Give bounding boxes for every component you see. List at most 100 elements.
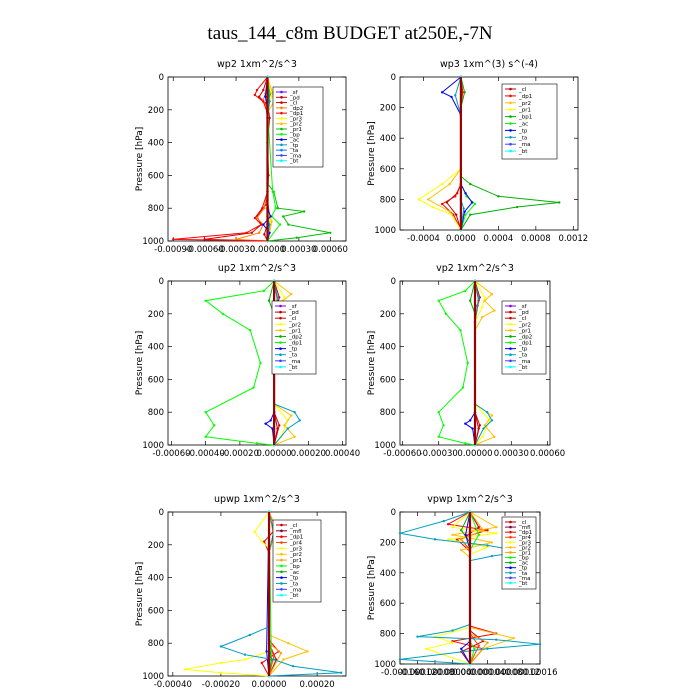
x-tick-label: 0.00016 (522, 668, 557, 678)
legend-label: _pr2 (289, 122, 302, 128)
data-point (437, 299, 440, 302)
data-point (464, 213, 467, 216)
chart-panel-1: wp2 1xm^2/s^3 Pressure [hPa] 0 200 400 600 800… (135, 59, 348, 255)
data-point (490, 541, 494, 544)
legend-marker (509, 136, 512, 139)
data-point (450, 95, 453, 99)
y-tick-label: 800 (380, 630, 396, 640)
legend-marker (279, 329, 282, 332)
y-tick-label: 400 (148, 139, 164, 149)
data-point (286, 427, 290, 430)
plot-frame (399, 76, 579, 231)
y-axis-label: Pressure [hPa] (135, 562, 145, 627)
data-point (279, 651, 283, 655)
data-point (486, 529, 489, 532)
series-line-dp1 (437, 280, 476, 446)
series-line-pr1 (417, 77, 462, 231)
legend-label: _tp (518, 566, 528, 572)
x-tick-label: 0.00020 (291, 449, 326, 459)
panel-grid: wp2 1xm^2/s^3 Pressure [hPa] 0 200 400 600 800… (135, 59, 588, 690)
data-point (290, 414, 293, 417)
legend-marker (509, 365, 512, 369)
legend-label: _ma (518, 359, 530, 365)
data-point (263, 207, 266, 210)
legend-label: _pr1 (289, 127, 302, 133)
legend-label: _pr4 (518, 535, 532, 541)
legend-marker (279, 341, 282, 344)
data-point (263, 233, 266, 236)
data-point (483, 296, 486, 299)
data-point (291, 664, 295, 668)
legend-label: _pd (289, 95, 300, 101)
data-point (416, 635, 419, 638)
data-point (329, 231, 332, 234)
legend-marker (509, 561, 512, 564)
x-tick-label: 0.00000 (250, 245, 285, 255)
data-point (469, 213, 472, 216)
x-tick-label: -0.00012 (398, 668, 436, 678)
series-line-bp1 (460, 76, 560, 231)
y-axis-label: Pressure [hPa] (367, 556, 377, 621)
x-tick-label: 0.0000 (446, 234, 476, 244)
plot-frame (167, 511, 347, 677)
data-point (204, 435, 207, 438)
data-point (490, 419, 494, 422)
data-point (219, 671, 223, 674)
data-point (490, 554, 494, 558)
data-point (464, 192, 467, 195)
legend-marker (279, 310, 282, 314)
legend-label: _dp2 (289, 106, 303, 112)
y-tick-label: 200 (148, 106, 164, 116)
data-point (262, 289, 266, 293)
x-tick-label: 0.00000 (251, 680, 286, 690)
y-tick-label: 600 (148, 171, 164, 181)
data-point (276, 207, 280, 210)
legend-marker (280, 529, 283, 533)
data-point (490, 292, 494, 296)
data-point (262, 223, 265, 226)
data-point (398, 658, 402, 661)
data-point (253, 216, 257, 220)
figure-title: taus_144_c8m BUDGET at250E,-7N (207, 23, 492, 44)
x-tick-label: -0.00060 (152, 449, 190, 459)
legend-marker (509, 101, 512, 105)
y-tick-label: 800 (380, 195, 396, 205)
y-tick-label: 200 (380, 104, 396, 114)
legend-marker (509, 530, 512, 534)
y-tick-label: 800 (148, 639, 164, 649)
legend: _sf_pd_cl_pr2_pr1_dp2_dp1_tp_ta_ma_bt (271, 300, 317, 375)
data-point (261, 207, 264, 210)
legend-marker (279, 322, 282, 326)
legend-label: _tp (518, 128, 528, 134)
data-point (477, 526, 480, 529)
y-tick-label: 1000 (374, 660, 396, 670)
series-line-ta (474, 280, 493, 446)
data-point (495, 532, 498, 535)
legend-marker (279, 304, 282, 308)
plot-frame (167, 280, 347, 446)
data-point (495, 638, 498, 641)
legend: _cl_mfl_dp1_pr4_pr3_pr2_pr1_bp_ac_tp_ta_… (272, 519, 322, 603)
data-point (219, 661, 223, 665)
x-tick-label: -0.00060 (186, 245, 224, 255)
data-point (481, 306, 484, 309)
legend-marker (509, 310, 512, 314)
legend-label: _pr3 (518, 540, 532, 546)
data-point (452, 213, 455, 216)
data-point (437, 435, 440, 438)
legend-marker (509, 551, 512, 554)
data-point (471, 427, 474, 430)
series-line-dp1 (204, 280, 275, 446)
legend-label: _cl (289, 101, 298, 107)
data-point (243, 658, 247, 661)
data-point (339, 671, 343, 674)
data-point (271, 190, 274, 193)
data-point (262, 100, 265, 103)
data-point (451, 526, 454, 529)
legend-marker (509, 142, 512, 146)
data-point (221, 312, 224, 315)
data-point (461, 386, 465, 389)
data-point (204, 299, 207, 302)
legend-box (501, 300, 547, 375)
legend-marker (280, 576, 283, 579)
